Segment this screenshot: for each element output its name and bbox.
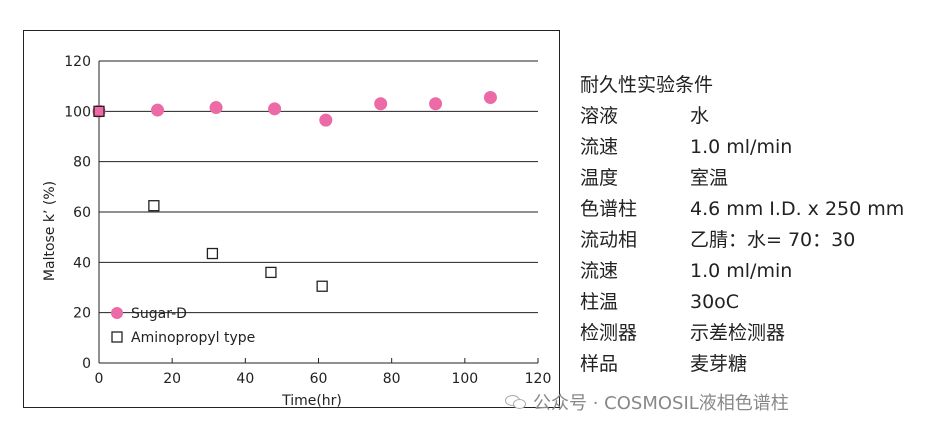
condition-label: 温度 [580, 167, 619, 189]
sugar-d-point [429, 97, 443, 111]
condition-label: 柱温 [580, 291, 619, 313]
x-tick-label: 0 [95, 371, 104, 387]
y-axis-title: Maltose k’ (%) [42, 181, 58, 281]
condition-value: 1.0 ml/min [690, 260, 793, 282]
chart-frame: 0 20 40 60 80 100 120 0 20 40 60 80 100 120 Sugar-D Am… [23, 30, 560, 409]
condition-row: 溶液 水 [580, 101, 904, 132]
sugar-d-point [151, 103, 165, 117]
legend-label-aminopropyl: Aminopropyl type [131, 330, 255, 346]
condition-value: 1.0 ml/min [690, 136, 793, 158]
condition-label: 流动相 [580, 229, 638, 251]
x-axis-title: Time(hr) [281, 393, 342, 409]
footer-watermark: 公众号 · COSMOSIL液相色谱柱 [505, 389, 789, 415]
condition-row: 流动相 乙腈：水= 70：30 [580, 225, 904, 256]
test-conditions-panel: 耐久性实验条件 溶液 水流速 1.0 ml/min 温度 室温色谱柱 4.6 mm I.D… [580, 70, 904, 380]
condition-value: 室温 [690, 167, 729, 189]
condition-label: 溶液 [580, 105, 619, 127]
x-tick-label: 40 [236, 371, 254, 387]
condition-row: 样品 麦芽糖 [580, 349, 904, 380]
y-tick-label: 40 [73, 255, 91, 271]
wechat-icon [505, 395, 527, 409]
condition-value: 30oC [690, 291, 740, 313]
legend-marker-sugar-d [111, 307, 123, 319]
condition-row: 流速 1.0 ml/min [580, 132, 904, 163]
x-tick-label: 80 [383, 371, 401, 387]
sugar-d-point [483, 90, 497, 104]
sugar-d-point [268, 102, 282, 116]
condition-row: 色谱柱 4.6 mm I.D. x 250 mm [580, 194, 904, 225]
condition-value: 乙腈：水= 70：30 [690, 229, 856, 251]
condition-label: 流速 [580, 260, 619, 282]
condition-label: 样品 [580, 353, 619, 375]
chart-plot: 0 20 40 60 80 100 120 0 20 40 60 80 100 120 Sugar-D Am… [42, 54, 552, 409]
x-tick-label: 100 [451, 371, 478, 387]
x-tick-label: 120 [525, 371, 552, 387]
sugar-d-point [374, 97, 388, 111]
sugar-d-point [209, 101, 223, 115]
aminopropyl-point [316, 280, 328, 292]
aminopropyl-point [206, 247, 219, 260]
y-tick-label: 60 [73, 205, 91, 221]
condition-value: 水 [690, 105, 710, 127]
condition-row: 流速 1.0 ml/min [580, 256, 904, 287]
condition-label: 色谱柱 [580, 198, 638, 220]
condition-row: 柱温 30oC [580, 287, 904, 318]
y-tick-label: 120 [64, 54, 91, 70]
condition-value: 示差检测器 [690, 322, 786, 344]
aminopropyl-point [265, 266, 277, 279]
conditions-list: 溶液 水流速 1.0 ml/min 温度 室温色谱柱 4.6 mm I.D. x 250 … [580, 101, 904, 380]
y-tick-label: 0 [82, 356, 91, 372]
y-tick-label: 80 [73, 155, 91, 171]
condition-row: 温度 室温 [580, 163, 904, 194]
condition-label: 检测器 [580, 322, 638, 344]
condition-value: 4.6 mm I.D. x 250 mm [690, 198, 905, 220]
condition-row: 检测器 示差检测器 [580, 318, 904, 349]
sugar-d-point [92, 104, 106, 118]
y-tick-label: 20 [73, 306, 91, 322]
legend-label-sugar-d: Sugar-D [131, 306, 187, 322]
y-tick-label: 100 [64, 104, 91, 120]
footer-text: 公众号 · COSMOSIL液相色谱柱 [533, 393, 789, 414]
condition-label: 流速 [580, 136, 619, 158]
aminopropyl-point [148, 200, 160, 212]
legend-marker-aminopropyl [111, 331, 123, 343]
sugar-d-point [319, 113, 333, 127]
condition-value: 麦芽糖 [690, 353, 748, 375]
aminopropyl-point [93, 105, 105, 117]
x-tick-label: 60 [310, 371, 328, 387]
x-tick-label: 20 [163, 371, 181, 387]
conditions-title: 耐久性实验条件 [580, 74, 714, 96]
